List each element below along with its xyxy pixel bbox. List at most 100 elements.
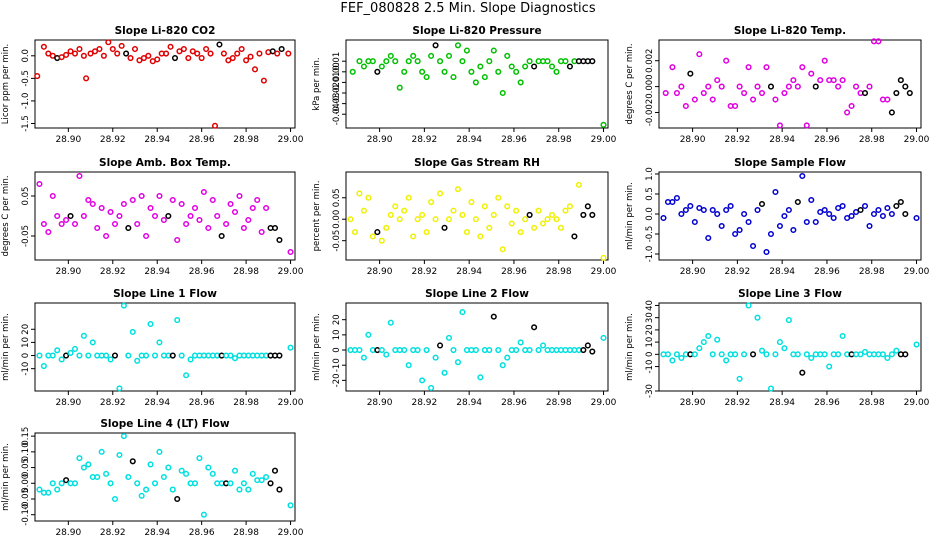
highlight-point [276, 486, 283, 493]
y-tick-label: 0.000 [645, 74, 655, 98]
plot-frame [345, 39, 609, 129]
y-tick-label: -10 [332, 358, 342, 372]
data-point [143, 486, 150, 493]
data-point [705, 234, 712, 242]
x-tick-label: 28.96 [189, 135, 215, 145]
y-tick-label: 40 [645, 300, 655, 311]
data-point [913, 214, 920, 222]
data-point [472, 79, 479, 86]
data-point [369, 233, 376, 240]
data-point [557, 224, 565, 231]
highlight-point [571, 233, 578, 240]
highlight-point [589, 211, 596, 218]
data-point [98, 204, 105, 212]
highlight-point [906, 90, 913, 97]
plot-frame [34, 39, 296, 129]
data-point [203, 45, 210, 53]
data-point [790, 226, 797, 234]
x-tick-label: 29.00 [278, 398, 304, 408]
data-point [151, 352, 159, 359]
data-point [200, 188, 207, 196]
highlight-point [123, 50, 130, 57]
data-point [80, 52, 87, 59]
highlight-point [799, 369, 806, 376]
data-point [522, 63, 529, 70]
data-point [392, 203, 399, 210]
x-tick-label: 29.00 [904, 398, 930, 408]
data-point [772, 188, 779, 196]
x-tick-label: 28.98 [233, 135, 259, 145]
data-point [423, 346, 430, 354]
data-point [45, 228, 52, 236]
data-point [369, 58, 376, 65]
data-point [553, 68, 560, 75]
data-point [229, 55, 236, 62]
data-point [151, 212, 159, 220]
x-tick-label: 28.98 [859, 135, 885, 145]
data-point [463, 47, 470, 54]
data-point [468, 198, 475, 206]
data-point [54, 212, 61, 220]
x-tick-label: 28.92 [411, 398, 437, 408]
chart-title: Slope Amb. Box Temp. [99, 157, 231, 169]
data-point [495, 68, 502, 75]
data-point [723, 57, 730, 64]
data-point [387, 319, 394, 326]
data-point [240, 224, 247, 232]
data-point [196, 216, 203, 224]
x-tick-label: 28.92 [100, 528, 126, 538]
y-tick-label: -0.05 [332, 230, 342, 252]
data-point [156, 448, 163, 455]
data-point [107, 208, 114, 216]
highlight-point [271, 467, 279, 474]
data-point [176, 48, 183, 55]
data-point [256, 50, 263, 57]
data-point [67, 349, 74, 356]
data-point [548, 211, 556, 218]
data-point [419, 211, 426, 218]
highlight-point [580, 211, 587, 218]
highlight-point [893, 202, 900, 210]
data-point [428, 52, 435, 59]
data-point [360, 354, 367, 361]
data-point [893, 347, 900, 354]
data-point [839, 77, 846, 84]
data-point [396, 216, 403, 223]
chart-title: Slope Line 1 Flow [113, 288, 217, 300]
highlight-point [897, 77, 904, 84]
data-point [835, 351, 842, 358]
data-point [143, 232, 150, 240]
data-point [700, 339, 707, 346]
data-point [472, 346, 479, 354]
data-point [758, 90, 766, 97]
data-point [531, 224, 538, 231]
data-point [387, 211, 394, 218]
data-point [763, 64, 770, 71]
data-point [866, 83, 873, 90]
data-point [714, 210, 721, 218]
data-point [180, 45, 187, 53]
y-tick-label: 10 [332, 329, 342, 340]
data-point [432, 216, 439, 223]
y-axis-label: ml/min per min. [625, 313, 635, 381]
x-tick-label: 28.98 [546, 398, 572, 408]
y-tick-label: 0.01 [332, 52, 342, 71]
y-tick-label: 20 [332, 314, 342, 325]
data-point [517, 79, 524, 86]
y-tick-label: 0.05 [21, 187, 31, 206]
x-tick-label: 29.00 [591, 267, 617, 277]
data-point [54, 347, 61, 354]
data-point [103, 470, 110, 477]
data-point [58, 54, 65, 61]
data-point [691, 96, 698, 103]
data-point [450, 346, 457, 354]
highlight-point [129, 458, 136, 465]
data-point [63, 51, 70, 58]
data-point [513, 346, 520, 354]
data-point [884, 96, 891, 103]
data-point [705, 332, 712, 340]
data-point [600, 254, 607, 261]
y-tick-label: 0.00 [21, 474, 31, 493]
data-point [67, 48, 74, 55]
highlight-point [276, 236, 283, 244]
